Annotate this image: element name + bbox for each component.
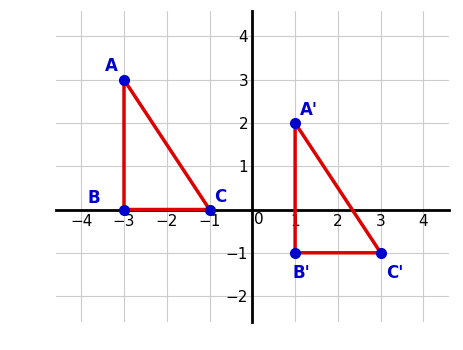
- Text: A: A: [105, 57, 118, 75]
- Text: C': C': [386, 264, 403, 282]
- Text: B: B: [88, 189, 100, 207]
- Text: 0: 0: [255, 212, 264, 227]
- Text: B': B': [293, 264, 311, 282]
- Text: C: C: [214, 188, 226, 206]
- Text: A': A': [300, 101, 318, 119]
